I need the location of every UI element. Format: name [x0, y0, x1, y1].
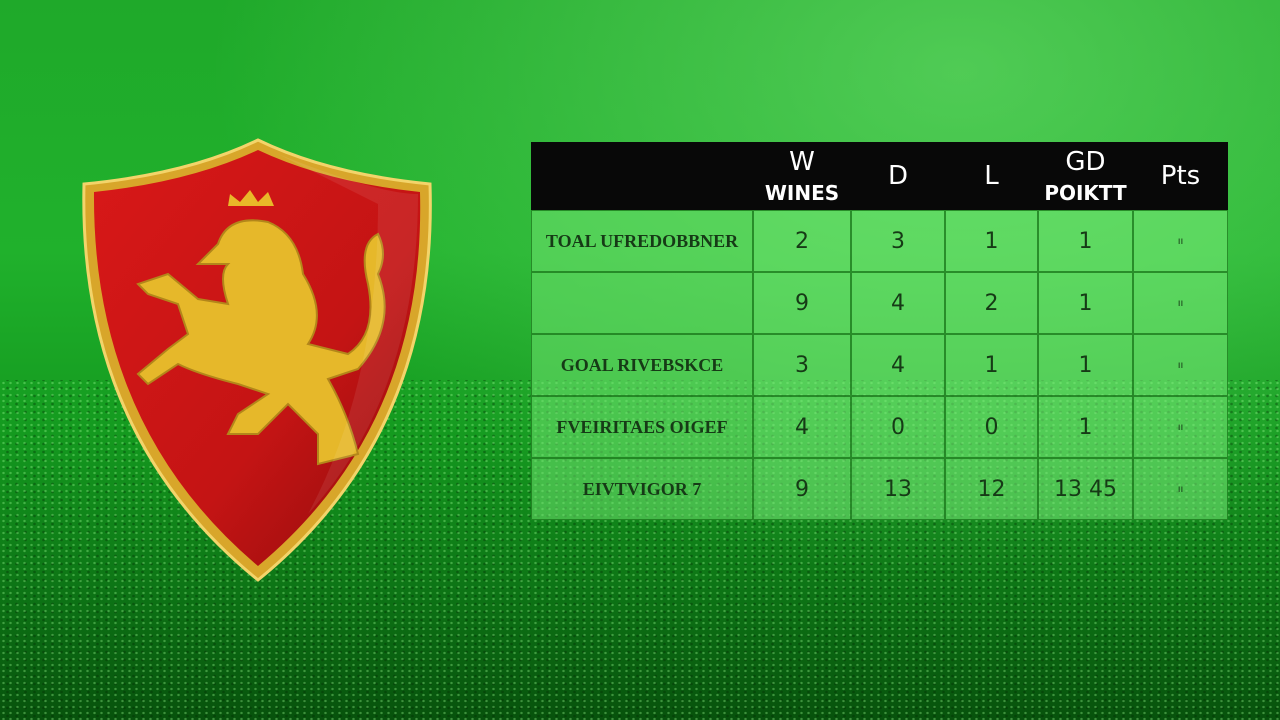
stat-cell: 9 — [753, 272, 851, 334]
team-name: TOAL UFREDOBBNER — [531, 210, 753, 272]
stat-cell: 1 — [945, 210, 1038, 272]
stat-cell: 2 — [753, 210, 851, 272]
header-cell: W WINES — [753, 142, 851, 210]
header-label: Pts — [1160, 161, 1201, 191]
team-name: EIVTVIGOR 7 — [531, 458, 753, 520]
stat-cell: 3 — [753, 334, 851, 396]
header-label: D — [887, 161, 909, 191]
header-blank — [531, 142, 753, 210]
header-sub: POIKTT — [1044, 181, 1127, 205]
header-sub: WINES — [764, 181, 840, 205]
stat-cell: 4 — [851, 272, 945, 334]
crest — [82, 138, 432, 582]
team-name — [531, 272, 753, 334]
stat-cell: 0 — [851, 396, 945, 458]
stat-cell: ıı — [1133, 272, 1228, 334]
stat-cell: 1 — [945, 334, 1038, 396]
stat-cell: 1 — [1038, 396, 1133, 458]
stat-cell: 13 45 — [1038, 458, 1133, 520]
header-cell: Pts — [1133, 142, 1228, 210]
header-row: W WINES D L GD POIKTT Pts — [531, 142, 1228, 210]
header-cell: L — [945, 142, 1038, 210]
table-row: EIVTVIGOR 7 9 13 12 13 45 ıı — [531, 458, 1228, 520]
header-label: L — [984, 161, 999, 191]
table-row: 9 4 2 1 ıı — [531, 272, 1228, 334]
stat-cell: ıı — [1133, 396, 1228, 458]
stat-cell: 12 — [945, 458, 1038, 520]
stat-cell: ıı — [1133, 334, 1228, 396]
header-label: GD — [1065, 147, 1106, 177]
stat-cell: 1 — [1038, 210, 1133, 272]
stat-cell: 1 — [1038, 334, 1133, 396]
stat-cell: 13 — [851, 458, 945, 520]
header-label: W — [789, 147, 815, 177]
stat-cell: ıı — [1133, 210, 1228, 272]
table-row: TOAL UFREDOBBNER 2 3 1 1 ıı — [531, 210, 1228, 272]
stat-cell: 4 — [753, 396, 851, 458]
stat-cell: 4 — [851, 334, 945, 396]
table-row: GOAL RIVEBSKCE 3 4 1 1 ıı — [531, 334, 1228, 396]
header-cell: GD POIKTT — [1038, 142, 1133, 210]
stat-cell: ıı — [1133, 458, 1228, 520]
header-cell: D — [851, 142, 945, 210]
team-name: FVEIRITAES OIGEF — [531, 396, 753, 458]
stat-cell: 1 — [1038, 272, 1133, 334]
table-row: FVEIRITAES OIGEF 4 0 0 1 ıı — [531, 396, 1228, 458]
standings-table: W WINES D L GD POIKTT Pts TOAL UFREDOBBNER 2 3 1 1 ı… — [531, 142, 1228, 520]
stat-cell: 0 — [945, 396, 1038, 458]
stat-cell: 2 — [945, 272, 1038, 334]
stat-cell: 3 — [851, 210, 945, 272]
team-name: GOAL RIVEBSKCE — [531, 334, 753, 396]
stat-cell: 9 — [753, 458, 851, 520]
